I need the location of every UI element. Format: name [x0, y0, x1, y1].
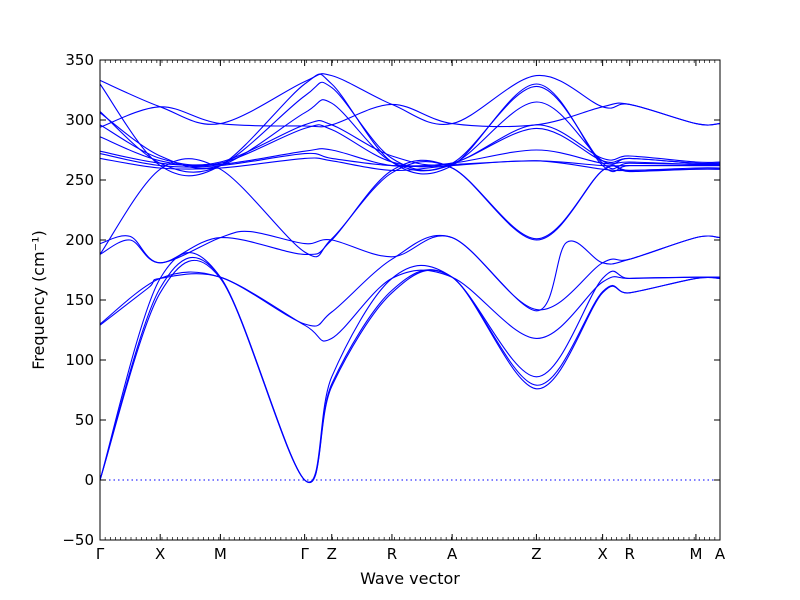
x-tick-label: Γ [300, 545, 309, 563]
band-lines [99, 73, 721, 484]
x-tick-label: A [447, 545, 458, 563]
x-tick-label: M [214, 545, 227, 563]
y-tick-label: 50 [75, 411, 94, 429]
band-line-18 [99, 73, 721, 126]
band-line-14 [99, 99, 721, 172]
band-line-11 [99, 148, 721, 168]
y-axis-label: Frequency (cm⁻¹) [29, 230, 48, 369]
y-tick-label: 300 [65, 111, 94, 129]
y-tick-label: 200 [65, 231, 94, 249]
y-axis-ticks: −50 0 50 100 150 200 250 300 350 [62, 51, 720, 549]
band-line-3 [99, 251, 721, 483]
plot-frame [99, 59, 721, 541]
x-tick-label: R [387, 545, 397, 563]
band-line-6 [99, 230, 721, 312]
x-tick-label: M [689, 545, 702, 563]
y-tick-label: 150 [65, 291, 94, 309]
x-tick-label: Γ [96, 545, 105, 563]
band-line-13 [99, 119, 721, 166]
x-tick-label: X [155, 545, 165, 563]
band-line-12 [99, 124, 721, 168]
y-tick-label: 250 [65, 171, 94, 189]
y-tick-label: −50 [62, 531, 94, 549]
y-tick-label: 0 [84, 471, 94, 489]
x-tick-label: Z [327, 545, 337, 563]
band-line-4 [99, 269, 721, 342]
x-tick-label: A [715, 545, 726, 563]
band-line-8 [99, 158, 721, 258]
band-line-9 [99, 157, 721, 172]
x-axis-label: Wave vector [360, 569, 460, 588]
x-tick-label: Z [531, 545, 541, 563]
band-line-1 [99, 259, 721, 484]
band-line-17 [99, 102, 721, 128]
band-line-16 [99, 73, 720, 177]
y-tick-label: 350 [65, 51, 94, 69]
y-tick-label: 100 [65, 351, 94, 369]
band-line-2 [99, 256, 721, 484]
x-tick-label: X [597, 545, 607, 563]
x-minor-ticks [99, 60, 721, 540]
x-tick-label: R [624, 545, 634, 563]
band-line-5 [99, 234, 721, 327]
